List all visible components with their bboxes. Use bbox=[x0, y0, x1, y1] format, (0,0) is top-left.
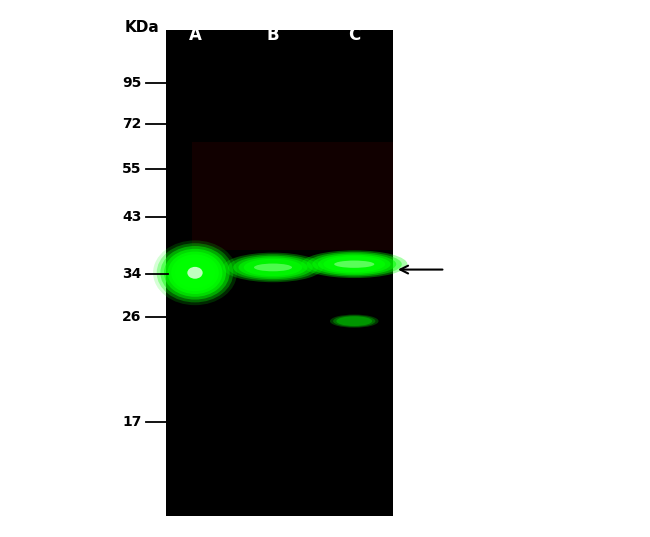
Ellipse shape bbox=[187, 267, 203, 279]
Ellipse shape bbox=[164, 249, 226, 297]
Ellipse shape bbox=[171, 255, 219, 291]
Ellipse shape bbox=[307, 252, 402, 277]
Text: 43: 43 bbox=[122, 211, 142, 224]
Ellipse shape bbox=[244, 259, 302, 276]
Text: B: B bbox=[266, 26, 280, 44]
Ellipse shape bbox=[301, 250, 408, 278]
Text: A: A bbox=[188, 26, 202, 44]
Ellipse shape bbox=[168, 252, 222, 294]
Ellipse shape bbox=[337, 316, 372, 326]
Ellipse shape bbox=[161, 246, 229, 300]
Text: 72: 72 bbox=[122, 117, 142, 130]
Text: KDa: KDa bbox=[125, 20, 159, 35]
Ellipse shape bbox=[239, 257, 307, 278]
Text: C: C bbox=[348, 26, 360, 44]
Ellipse shape bbox=[153, 241, 237, 305]
Text: 55: 55 bbox=[122, 162, 142, 176]
Text: 26: 26 bbox=[122, 310, 142, 324]
Ellipse shape bbox=[333, 315, 375, 327]
Text: 95: 95 bbox=[122, 76, 142, 90]
Ellipse shape bbox=[318, 255, 391, 274]
Bar bbox=[192, 142, 393, 250]
Bar bbox=[166, 30, 393, 516]
Ellipse shape bbox=[330, 315, 378, 328]
Ellipse shape bbox=[157, 243, 233, 302]
Text: 17: 17 bbox=[122, 415, 142, 429]
Ellipse shape bbox=[324, 256, 385, 272]
Ellipse shape bbox=[223, 252, 323, 282]
Text: 34: 34 bbox=[122, 267, 142, 281]
Ellipse shape bbox=[228, 254, 318, 281]
Ellipse shape bbox=[312, 253, 396, 275]
Ellipse shape bbox=[233, 256, 313, 279]
Ellipse shape bbox=[254, 264, 292, 271]
Ellipse shape bbox=[334, 260, 374, 268]
Ellipse shape bbox=[175, 257, 215, 288]
